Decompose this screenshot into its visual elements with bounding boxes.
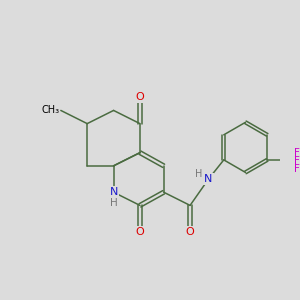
Text: CH₃: CH₃: [41, 105, 59, 116]
Text: O: O: [136, 227, 144, 237]
Text: F: F: [294, 164, 299, 174]
Text: O: O: [136, 92, 144, 102]
Text: H: H: [110, 198, 118, 208]
Text: F: F: [294, 156, 299, 166]
Text: H: H: [195, 169, 202, 179]
Text: O: O: [186, 227, 194, 237]
Text: N: N: [110, 187, 118, 197]
Text: N: N: [204, 174, 213, 184]
Text: F: F: [294, 148, 299, 158]
